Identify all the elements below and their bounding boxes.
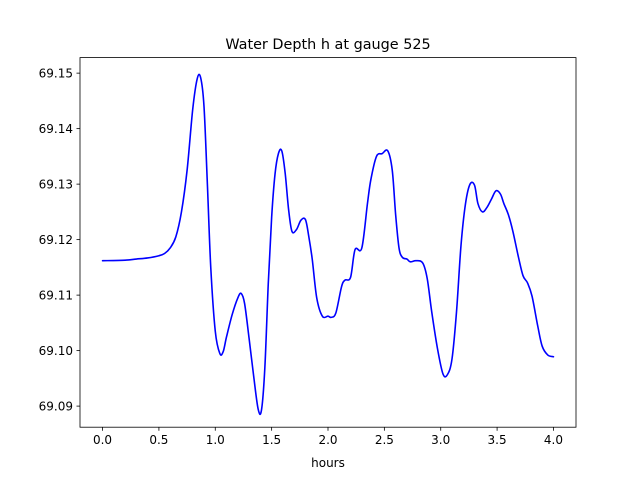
y-tick-label: 69.10 — [39, 344, 73, 358]
y-tick-label: 69.13 — [39, 177, 73, 191]
x-tick-label: 0.0 — [93, 433, 112, 447]
series-line — [101, 73, 555, 416]
y-tick-label: 69.15 — [39, 66, 73, 80]
x-tick-label: 1.0 — [206, 433, 225, 447]
x-tick-label: 3.0 — [431, 433, 450, 447]
y-axis-ticks: 69.09 69.10 69.11 69.12 69.13 69.14 69.15 — [39, 66, 80, 413]
y-tick-label: 69.11 — [39, 288, 73, 302]
plot-frame — [79, 57, 577, 428]
x-tick-label: 4.0 — [544, 433, 563, 447]
x-tick-label: 2.0 — [318, 433, 337, 447]
y-tick-label: 69.12 — [39, 233, 73, 247]
x-axis-ticks: 0.0 0.5 1.0 1.5 2.0 2.5 3.0 3.5 4.0 — [93, 427, 563, 447]
x-tick-label: 1.5 — [262, 433, 281, 447]
x-tick-label: 3.5 — [488, 433, 507, 447]
x-tick-label: 2.5 — [375, 433, 394, 447]
plot-area-background — [80, 57, 576, 428]
data-layer — [101, 73, 555, 416]
y-tick-label: 69.14 — [39, 122, 73, 136]
x-axis-label: hours — [311, 456, 345, 470]
chart-title: Water Depth h at gauge 525 — [225, 37, 430, 53]
x-tick-label: 0.5 — [149, 433, 168, 447]
y-tick-label: 69.09 — [39, 399, 73, 413]
